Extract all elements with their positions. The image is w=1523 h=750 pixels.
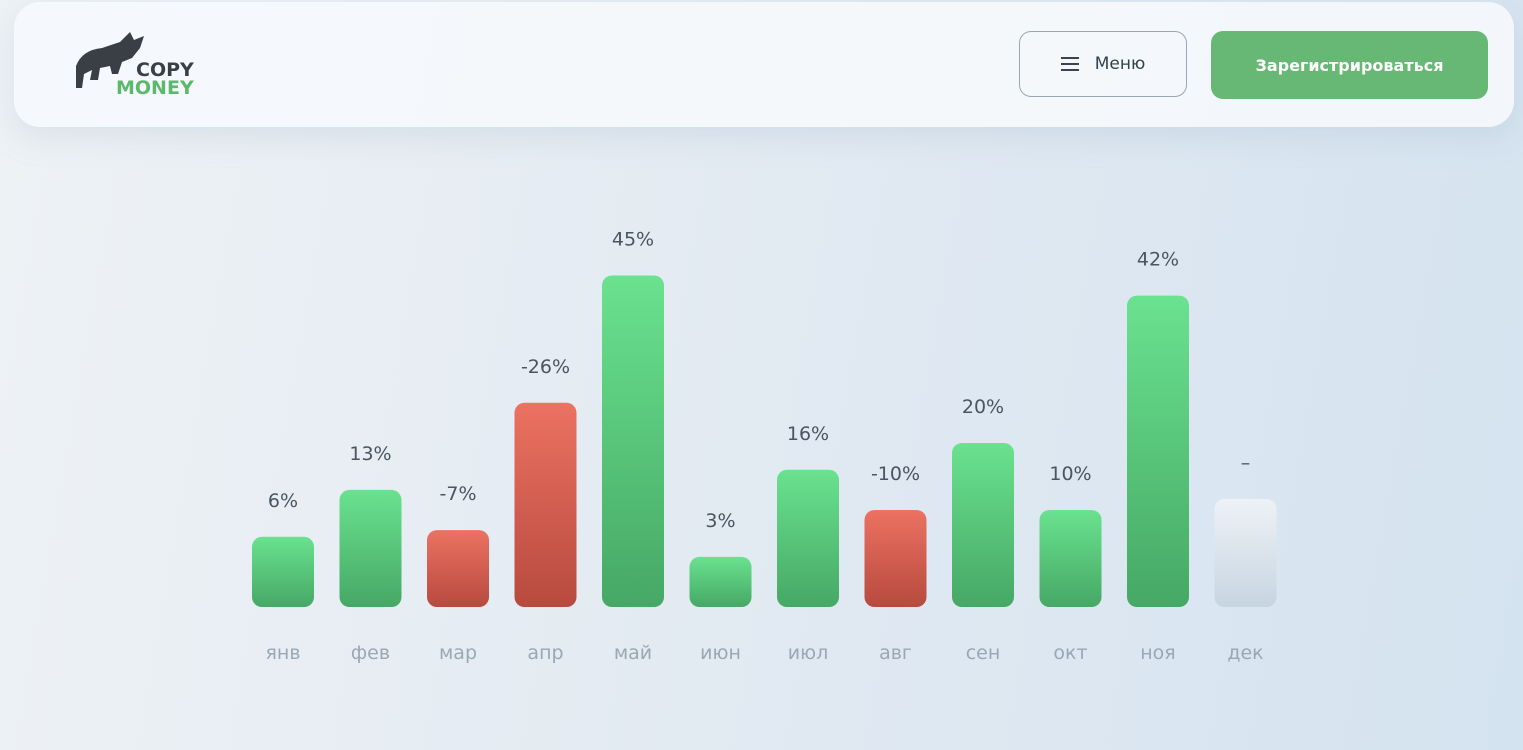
x-tick-label: июн (700, 642, 741, 664)
logo-text: COPY (136, 59, 194, 81)
x-tick-label: май (614, 642, 652, 664)
value-label: 6% (268, 490, 298, 512)
value-label: -26% (521, 356, 570, 378)
empty-bar (1214, 499, 1277, 607)
bar (1127, 295, 1189, 607)
x-tick-label: окт (1053, 642, 1087, 664)
x-tick-label: сен (966, 642, 1001, 664)
menu-button[interactable]: Меню (1019, 31, 1187, 97)
value-label: -7% (440, 483, 477, 505)
value-label: 13% (349, 443, 391, 465)
logo[interactable]: COPY MONEY (72, 28, 212, 108)
bar (952, 443, 1014, 607)
x-tick-label: мар (439, 642, 477, 664)
value-label: -10% (871, 463, 920, 485)
header: COPY MONEY Меню Зарегистрироваться (14, 2, 1514, 127)
logo-text: MONEY (116, 77, 194, 99)
register-button[interactable]: Зарегистрироваться (1211, 31, 1488, 99)
x-tick-label: июл (788, 642, 829, 664)
bar (689, 556, 752, 607)
x-tick-label: авг (879, 642, 912, 664)
register-label: Зарегистрироваться (1255, 55, 1444, 75)
x-tick-label: янв (265, 642, 300, 664)
value-label: 3% (705, 510, 735, 532)
value-label: 10% (1049, 463, 1091, 485)
value-label: 20% (962, 396, 1004, 418)
bar (514, 402, 577, 607)
value-label: 45% (612, 229, 654, 251)
x-tick-label: апр (527, 642, 563, 664)
bar (339, 489, 402, 607)
value-label: 16% (787, 423, 829, 445)
menu-label: Меню (1094, 54, 1146, 74)
logo-bull (76, 32, 144, 88)
value-label: – (1241, 452, 1251, 474)
bar (864, 510, 927, 607)
bar (602, 275, 664, 607)
value-label: 42% (1137, 249, 1179, 271)
x-tick-label: дек (1227, 642, 1263, 664)
x-tick-label: ноя (1140, 642, 1175, 664)
x-tick-label: фев (351, 642, 390, 664)
menu-icon (1060, 57, 1079, 71)
bar (777, 469, 839, 607)
bar (427, 530, 489, 607)
bar (252, 536, 314, 607)
bar (1039, 510, 1102, 607)
